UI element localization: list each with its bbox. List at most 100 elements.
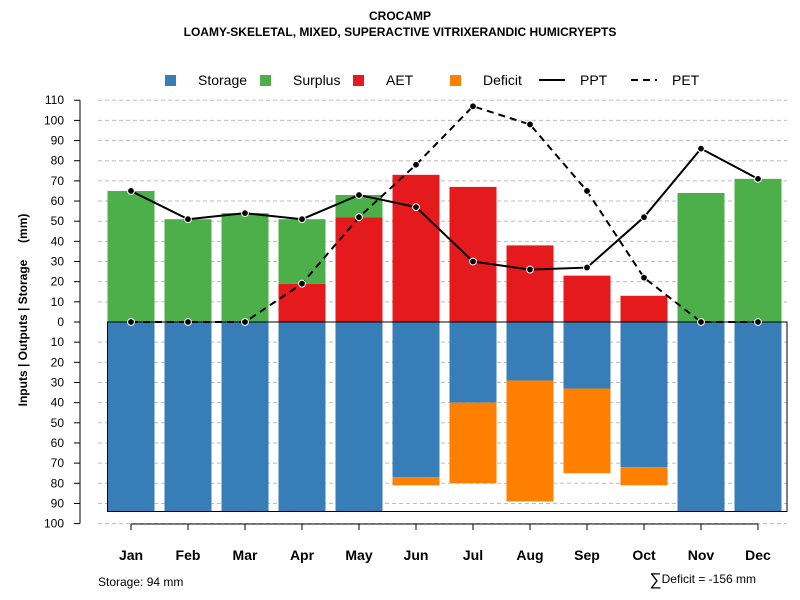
- ppt-point: [583, 263, 591, 272]
- y-tick-label: 10: [51, 295, 65, 309]
- y-tick-label: 20: [51, 355, 65, 369]
- x-tick-label: Dec: [745, 547, 771, 563]
- x-tick-label: Oct: [632, 547, 656, 563]
- x-tick-label: Jan: [119, 547, 143, 563]
- x-tick-label: Feb: [176, 547, 201, 563]
- storage-bar: [164, 322, 212, 512]
- ppt-point: [412, 203, 420, 211]
- sum-symbol: ∑: [649, 570, 662, 589]
- ppt-point: [469, 257, 477, 266]
- y-tick-label: 40: [51, 234, 65, 248]
- ppt-point: [127, 187, 135, 195]
- aet-bar: [278, 283, 326, 322]
- y-tick-label: 20: [51, 275, 65, 289]
- storage-bar: [506, 322, 554, 381]
- pet-point: [469, 102, 477, 111]
- y-tick-label: 110: [45, 93, 64, 107]
- y-tick-label: 30: [51, 375, 65, 389]
- storage-bar: [620, 322, 668, 468]
- pet-point: [355, 213, 363, 222]
- x-tick-label: May: [345, 547, 372, 563]
- legend-swatch: [450, 75, 461, 86]
- x-tick-label: Nov: [688, 547, 715, 563]
- pet-point: [412, 160, 420, 169]
- y-tick-label: 40: [51, 396, 65, 410]
- deficit-summary: ∑Deficit = -156 mm: [650, 570, 756, 590]
- aet-bar: [563, 275, 611, 322]
- surplus-bar: [278, 219, 326, 284]
- legend-swatch: [165, 75, 176, 86]
- storage-bar: [677, 322, 725, 512]
- storage-bar: [734, 322, 782, 512]
- y-tick-label: 90: [51, 496, 65, 510]
- y-tick-label: 60: [51, 194, 65, 208]
- aet-bar: [335, 217, 383, 322]
- legend-label: PET: [672, 72, 700, 88]
- y-tick-label: 30: [51, 255, 65, 269]
- legend-label: Deficit: [483, 72, 522, 88]
- pet-point: [754, 318, 762, 326]
- aet-bar: [392, 174, 440, 322]
- surplus-bar: [734, 178, 782, 322]
- ppt-point: [697, 144, 705, 153]
- surplus-bar: [677, 192, 725, 322]
- ppt-point: [526, 265, 534, 274]
- pet-point: [583, 187, 591, 195]
- legend-label: Storage: [198, 72, 247, 88]
- y-tick-label: 90: [51, 134, 65, 148]
- x-tick-label: Jun: [404, 547, 429, 563]
- pet-point: [640, 273, 648, 282]
- ppt-point: [754, 174, 762, 183]
- legend-swatch: [260, 75, 271, 86]
- ppt-point: [355, 191, 363, 199]
- chart-title: CROCAMP: [369, 9, 431, 23]
- pet-point: [298, 279, 306, 288]
- storage-bar: [335, 322, 383, 512]
- storage-bar: [278, 322, 326, 512]
- aet-bar: [506, 245, 554, 322]
- surplus-bar: [164, 219, 212, 322]
- storage-bar: [107, 322, 155, 512]
- storage-summary: Storage: 94 mm: [98, 575, 184, 589]
- y-tick-label: 10: [51, 335, 65, 349]
- y-tick-label: 80: [51, 154, 65, 168]
- legend-label: PPT: [580, 72, 608, 88]
- pet-point: [241, 318, 249, 326]
- y-tick-label: 100: [44, 113, 64, 127]
- y-tick-label: 100: [44, 517, 64, 531]
- pet-point: [697, 318, 705, 326]
- deficit-bar: [506, 380, 554, 502]
- ppt-point: [298, 215, 306, 224]
- storage-bar: [563, 322, 611, 389]
- aet-bar: [620, 295, 668, 322]
- storage-bar: [449, 322, 497, 403]
- surplus-bar: [107, 190, 155, 322]
- y-tick-label: 50: [51, 416, 65, 430]
- ppt-line: [130, 147, 759, 271]
- ppt-point: [241, 209, 249, 218]
- legend-label: Surplus: [293, 72, 340, 88]
- storage-bar: [392, 322, 440, 478]
- deficit-bar: [563, 388, 611, 474]
- x-tick-label: Aug: [516, 547, 543, 563]
- deficit-summary-text: Deficit = -156 mm: [661, 572, 756, 586]
- ppt-point: [640, 213, 648, 222]
- deficit-bar: [620, 467, 668, 486]
- y-tick-label: 80: [51, 476, 65, 490]
- x-tick-label: Apr: [290, 547, 315, 563]
- y-tick-label: 0: [57, 315, 64, 329]
- aet-bar: [449, 186, 497, 322]
- deficit-bar: [392, 477, 440, 486]
- pet-point: [184, 318, 192, 326]
- y-tick-label: 50: [51, 214, 65, 228]
- x-tick-label: Sep: [574, 547, 600, 563]
- pet-point: [127, 318, 135, 326]
- pet-line: [131, 105, 758, 323]
- legend-label: AET: [386, 72, 414, 88]
- chart-subtitle: LOAMY-SKELETAL, MIXED, SUPERACTIVE VITRI…: [183, 25, 617, 39]
- ppt-point: [184, 215, 192, 224]
- pet-point: [526, 120, 534, 129]
- y-tick-label: 70: [51, 456, 65, 470]
- deficit-bar: [449, 402, 497, 484]
